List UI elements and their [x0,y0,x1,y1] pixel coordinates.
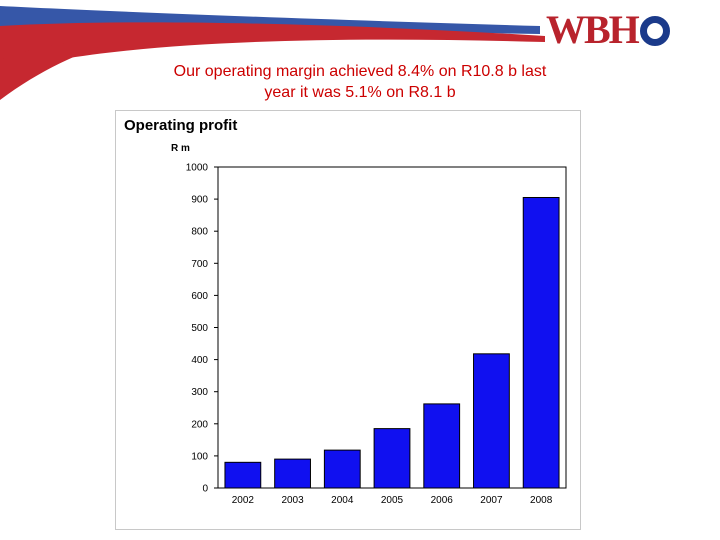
chart-title: Operating profit [124,117,238,134]
y-tick-label: 800 [191,227,208,238]
headline-line-2: year it was 5.1% on R8.1 b [264,84,456,101]
x-tick-label: 2006 [431,495,454,506]
bar-2007 [473,353,510,489]
header-swoosh [0,6,545,100]
y-tick-label: 900 [191,195,208,206]
bar-2003 [274,458,311,489]
swoosh-red-band [0,22,545,72]
swoosh-red-tail [0,40,120,100]
x-tick-label: 2008 [530,495,553,506]
x-tick-label: 2002 [232,495,255,506]
x-tick-label: 2005 [381,495,404,506]
bar-2002 [224,461,262,489]
y-tick-label: 300 [191,387,208,398]
logo-text: WBH [546,7,640,52]
bar-2005 [373,428,411,489]
y-tick-label: 0 [202,484,208,495]
bar-2004 [323,449,361,489]
wbho-logo: WBH [546,8,706,52]
x-tick-label: 2003 [281,495,304,506]
chart-panel: Operating profit R m 0 100 200 300 400 500 600… [115,110,581,530]
x-tick-label: 2007 [480,495,503,506]
bar-2008 [522,196,560,489]
y-tick-label: 200 [191,419,208,430]
bar-2006 [423,403,461,489]
logo-ring-icon [639,16,670,46]
bar-chart: 0 100 200 300 400 500 600 700 800 900 1000 2002 2003… [186,163,567,506]
y-tick-label: 400 [191,355,208,366]
y-tick-label: 1000 [186,163,209,174]
y-tick-label: 100 [191,451,208,462]
headline: Our operating margin achieved 8.4% on R1… [110,61,610,103]
x-tick-label: 2004 [331,495,354,506]
y-tick-label: 500 [191,323,208,334]
headline-line-1: Our operating margin achieved 8.4% on R1… [173,63,547,80]
y-tick-label: 600 [191,291,208,302]
y-axis-label: R m [171,143,190,154]
y-tick-label: 700 [191,259,208,270]
